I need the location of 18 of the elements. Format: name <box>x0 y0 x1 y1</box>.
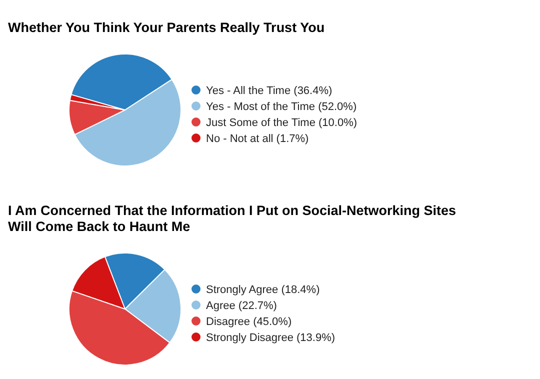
chart-title: Whether You Think Your Parents Really Trust You <box>8 20 325 35</box>
legend-label: Just Some of the Time <box>206 117 316 129</box>
chart-title: I Am Concerned That the Information I Put on Social-Networking Sites Will Come Back to Haunt Me <box>8 203 456 234</box>
data-label: (13.9%) <box>296 332 336 344</box>
data-label: (10.0%) <box>318 117 358 129</box>
legend-label: Disagree <box>206 316 250 328</box>
data-label: (1.7%) <box>276 133 309 145</box>
data-label: (18.4%) <box>281 284 320 296</box>
legend-label: Agree <box>206 300 236 312</box>
data-label: (36.4%) <box>294 85 332 97</box>
legend-label: Yes - All the Time <box>206 85 291 97</box>
data-label: (22.7%) <box>238 300 277 312</box>
legend-label: Strongly Disagree <box>206 332 294 344</box>
data-label: (52.0%) <box>318 101 357 113</box>
legend-label: No - Not at all <box>206 133 274 145</box>
data-label: (45.0%) <box>253 316 292 328</box>
legend-label: Strongly Agree <box>206 284 278 296</box>
legend-label: Yes - Most of the Time <box>206 101 316 113</box>
